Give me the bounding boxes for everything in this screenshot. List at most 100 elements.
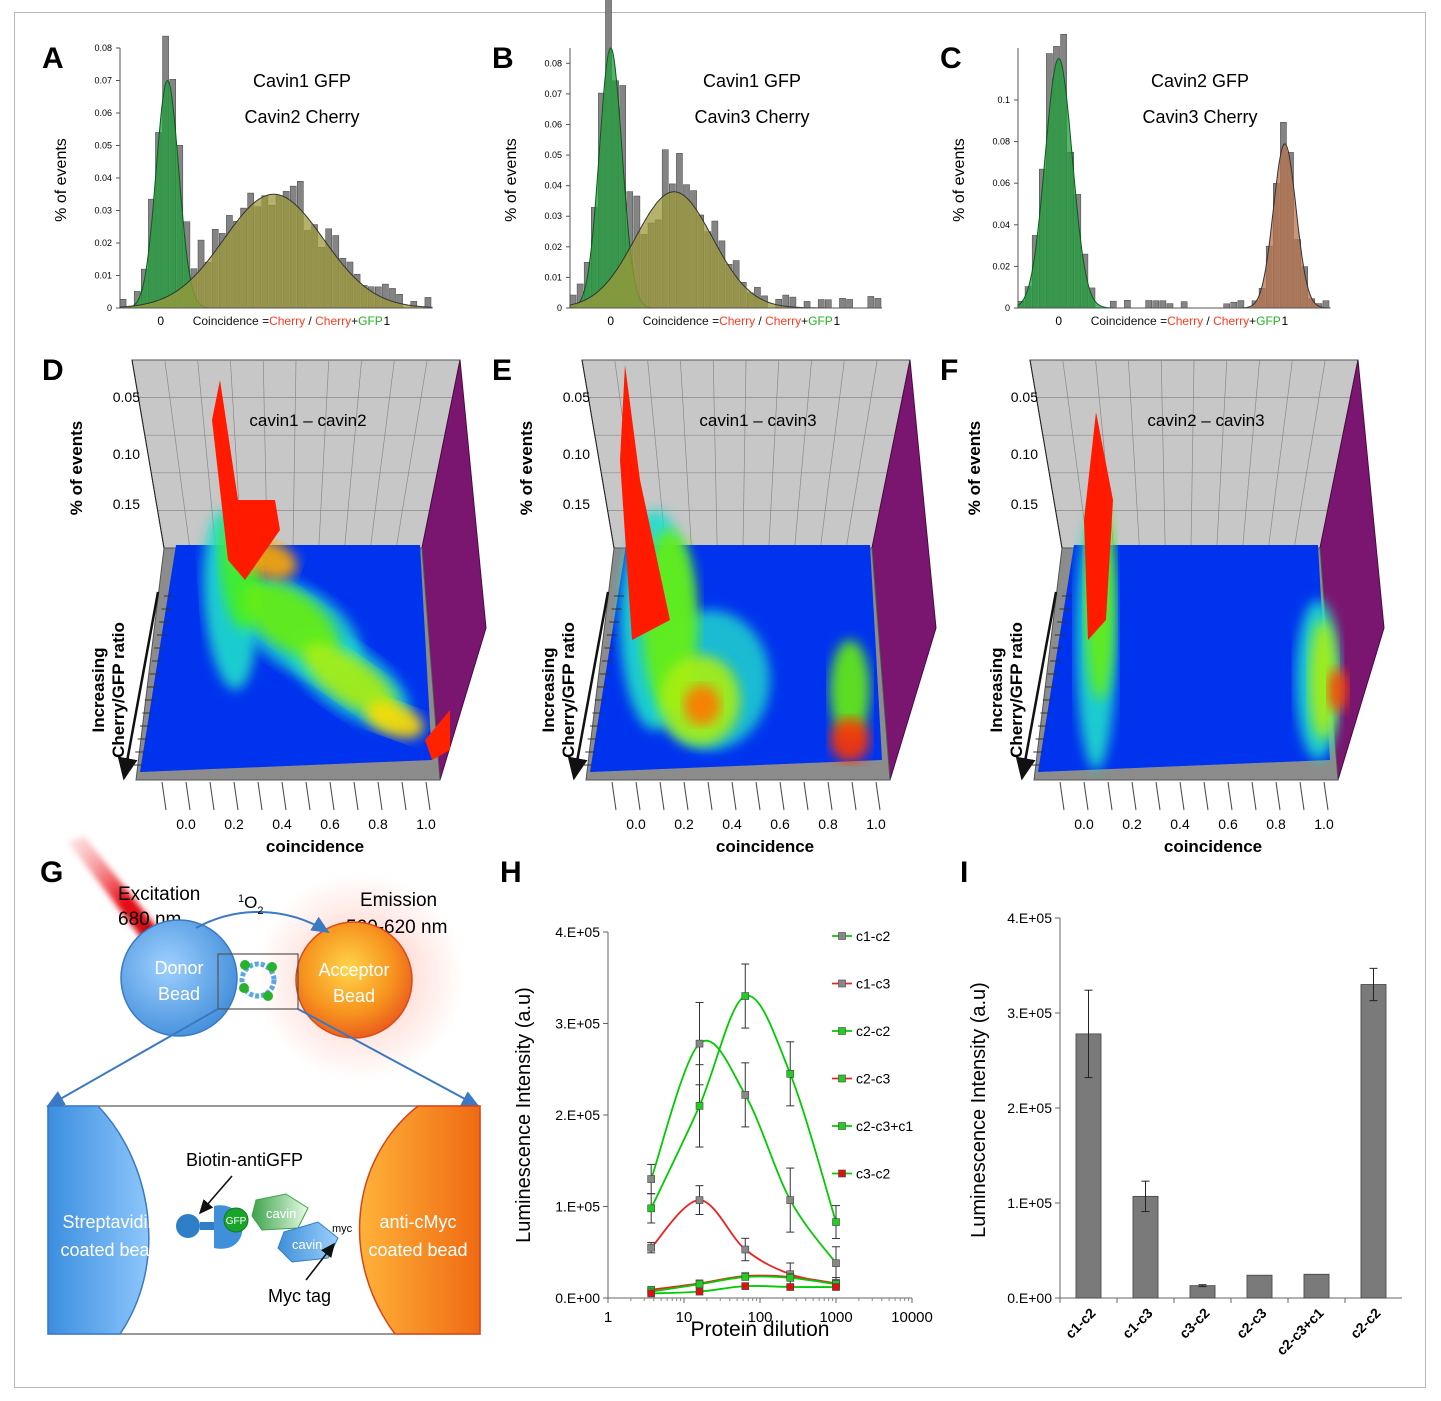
h-x-tick-label: 1 (604, 1309, 612, 1326)
h-point-c2-c2 (786, 1070, 795, 1078)
i-category-label: c1-c2 (1062, 1305, 1099, 1342)
histogram-bar (825, 299, 832, 309)
x-tick-label: 0.2 (1122, 816, 1142, 832)
h-point-c1-c3 (741, 1245, 750, 1254)
x-tick-label: 0.0 (1074, 816, 1094, 832)
x-tick-label: 1.0 (866, 816, 886, 832)
i-y-tick-label: 1.E+05 (1007, 1195, 1052, 1211)
coincidence-part-cherry: Cherry (719, 314, 755, 328)
ratio-label-line2: Cherry/GFP ratio (559, 622, 578, 758)
x-tick (1059, 781, 1065, 811)
histogram-y-tick-label: 0.06 (544, 119, 562, 129)
streptavidin-bead (47, 1105, 150, 1335)
h-point-c3-c2 (741, 1282, 750, 1290)
histogram-y-tick-label: 0 (557, 303, 562, 313)
x-tick (1299, 781, 1305, 811)
x-tick (425, 781, 431, 811)
biotin-label: Biotin-antiGFP (186, 1150, 303, 1170)
coincidence-part-gfp: GFP (808, 314, 833, 328)
i-y-tick-label: 2.E+05 (1007, 1100, 1052, 1116)
histogram-y-tick-label: 0.04 (94, 173, 112, 183)
histogram-y-tick-label: 0.02 (544, 242, 562, 252)
x-tick-label: 0.6 (320, 816, 340, 832)
histogram-y-tick-label: 0.04 (544, 181, 562, 191)
histogram-y-axis-label: % of events (951, 138, 968, 222)
i-category-label: c2-c3 (1233, 1305, 1270, 1342)
ratio-label-line2: Cherry/GFP ratio (109, 622, 128, 758)
streptavidin-label-line2: coated bead (60, 1240, 159, 1260)
histogram-x-tick-1: 1 (1281, 314, 1288, 328)
coincidence-part-gfp: GFP (358, 314, 383, 328)
anticmyc-label-line2: coated bead (368, 1240, 467, 1260)
h-point-c2-c2 (832, 1218, 840, 1226)
h-point-c2-c3+c1 (741, 1273, 750, 1281)
h-point-c1-c2 (832, 1259, 840, 1268)
z-axis (581, 359, 615, 549)
x-tick (1227, 781, 1233, 811)
acceptor-label-line1: Acceptor (318, 960, 389, 980)
h-point-c2-c2 (695, 1102, 704, 1110)
i-category-label: c2-c3+c1 (1273, 1305, 1327, 1359)
x-tick (1323, 781, 1329, 811)
back-wall-grid (845, 359, 878, 549)
histogram-bar (874, 298, 882, 309)
histogram-bar (1145, 300, 1152, 309)
histogram-bar (1180, 301, 1188, 309)
i-bar-c2-c3 (1246, 1274, 1273, 1299)
line-chart-h: 0.E+00 1.E+05 2.E+05 3.E+05 4.E+05 1 10 100 1000… (513, 924, 933, 1341)
x-tick (659, 781, 665, 811)
histogram-bar (1124, 300, 1131, 309)
x-tick-label: 0.2 (224, 816, 244, 832)
h-y-tick-label: 4.E+05 (555, 924, 600, 940)
histogram-x-tick-1: 1 (383, 314, 390, 328)
back-wall-grid (768, 359, 780, 549)
back-wall (131, 359, 461, 549)
h-y-tick-label: 1.E+05 (555, 1199, 600, 1215)
h-series-line-c1-c2 (650, 1040, 837, 1264)
h-point-c1-c2 (741, 1091, 750, 1099)
back-wall-grid (370, 359, 395, 549)
back-wall-grid (1242, 359, 1260, 549)
panel-letter-h: H (500, 856, 522, 889)
histogram-title-line2: Cavin3 Cherry (1142, 107, 1257, 127)
histogram-panel-c: C Cavin2 GFP Cavin3 Cherry % of events 0 0.02… (940, 33, 1331, 328)
panel-letter-i: I (960, 856, 968, 889)
x-tick (635, 781, 641, 811)
x-tick-label: 0.0 (626, 816, 646, 832)
x-tick (1251, 781, 1257, 811)
h-legend-label: c2-c2 (856, 1023, 890, 1039)
x-tick (707, 781, 713, 811)
histogram-y-tick-label: 0.06 (94, 108, 112, 118)
histogram-y-tick-label: 0.08 (94, 43, 112, 53)
z-tick-label: 0.15 (1011, 496, 1038, 512)
line-chart-panel-h: H 0.E+00 1.E+05 2.E+05 3.E+05 4.E+05 1 10 100 10… (500, 856, 933, 1341)
bar-chart-i: 0.E+00 1.E+05 2.E+05 3.E+05 4.E+05 Luminescen… (968, 910, 1402, 1358)
h-point-c1-c2 (786, 1196, 795, 1204)
x-tick-label: 0.8 (368, 816, 388, 832)
z-axis (1029, 359, 1063, 549)
histogram-title-line1: Cavin1 GFP (253, 71, 351, 91)
x-tick (1275, 781, 1281, 811)
histogram-y-tick-label: 0.04 (992, 220, 1010, 230)
i-bar-c2-c3+c1 (1303, 1273, 1330, 1299)
histogram-x-tick-1: 1 (833, 314, 840, 328)
x-tick-label: 0.4 (1170, 816, 1190, 832)
coincidence-part-cherry: Cherry (1167, 314, 1203, 328)
x-tick (377, 781, 383, 811)
histogram-bar (839, 298, 846, 309)
histogram-bar (1223, 303, 1230, 309)
histogram-bar (1322, 300, 1330, 309)
histogram-bar (867, 296, 875, 309)
histogram-y-tick-label: 0.02 (94, 238, 112, 248)
histogram-y-tick-label: 0 (107, 303, 112, 313)
histogram-title-line1: Cavin1 GFP (703, 71, 801, 91)
x-tick (209, 781, 215, 811)
h-legend-label: c1-c2 (856, 928, 890, 944)
back-wall-grid (344, 359, 362, 549)
histogram-title-line1: Cavin2 GFP (1151, 71, 1249, 91)
x-tick (353, 781, 359, 811)
ratio-label-line1: Increasing (987, 647, 1006, 732)
panel-letter-c: C (940, 42, 962, 75)
h-point-c1-c2 (695, 1039, 704, 1048)
